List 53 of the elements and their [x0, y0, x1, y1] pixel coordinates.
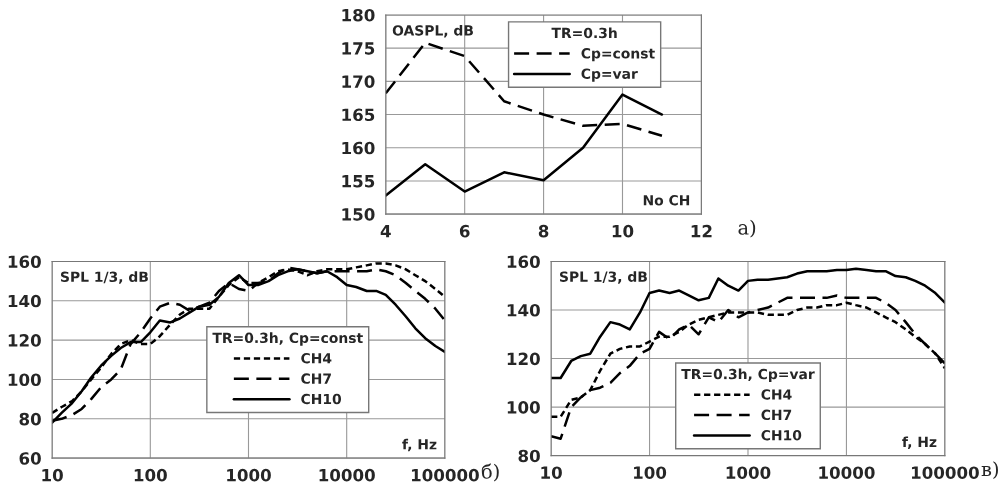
x-tick-label: 10 — [612, 224, 634, 238]
y-tick-label: 120 — [8, 334, 41, 347]
x-tick-label: 1000 — [726, 466, 771, 479]
y-tick-label: 100 — [8, 373, 41, 387]
y-axis-title: SPL 1/3, dB — [559, 271, 647, 284]
y-tick-label: 165 — [342, 108, 375, 122]
x-tick-label: 6 — [459, 224, 470, 238]
y-tick-label: 120 — [507, 352, 540, 366]
text: б) — [481, 463, 499, 482]
y-tick-label: 150 — [342, 208, 375, 221]
x-axis-title: No CH — [643, 194, 690, 206]
x-tick-label: 100000 — [911, 466, 979, 479]
y-tick-label: 155 — [342, 175, 375, 188]
legend-label: Cp=const — [581, 48, 655, 62]
y-tick-label: 80 — [19, 412, 41, 426]
legend-title: TR=0.3h — [551, 27, 617, 39]
legend-label: CH10 — [761, 429, 802, 441]
legend-label: CH7 — [301, 373, 331, 384]
y-tick-label: 160 — [8, 255, 41, 269]
y-tick-label: 100 — [507, 401, 540, 414]
y-tick-label: 80 — [518, 449, 540, 463]
legend-title: TR=0.3h, Cp=const — [212, 332, 363, 346]
text: a) — [738, 219, 756, 238]
x-tick-label: 10 — [541, 466, 562, 479]
y-tick-label: 140 — [8, 294, 41, 308]
y-tick-label: 160 — [507, 255, 540, 269]
x-tick-label: 100 — [634, 466, 667, 479]
text: в) — [981, 461, 998, 480]
y-tick-label: 140 — [507, 303, 540, 317]
y-tick-label: 160 — [342, 141, 375, 155]
legend-title: TR=0.3h, Cp=var — [681, 368, 815, 383]
legend-label: Cp=var — [581, 68, 638, 82]
y-tick-label: 60 — [19, 452, 41, 465]
x-tick-label: 100000 — [411, 468, 479, 482]
y-tick-label: 180 — [342, 8, 375, 22]
legend-label: CH4 — [761, 389, 792, 400]
x-tick-label: 10 — [42, 468, 63, 482]
x-tick-label: 1000 — [227, 468, 271, 482]
x-tick-label: 10000 — [819, 466, 875, 479]
y-axis-title: SPL 1/3, dB — [60, 271, 148, 284]
legend-label: CH10 — [301, 393, 342, 405]
x-tick-label: 4 — [380, 225, 391, 238]
x-axis-title: f, Hz — [402, 438, 437, 452]
x-tick-label: 12 — [691, 224, 712, 238]
x-tick-label: 8 — [538, 224, 549, 238]
y-tick-label: 175 — [342, 42, 375, 55]
y-axis-title: OASPL, dB — [392, 24, 473, 38]
legend-label: CH7 — [761, 409, 792, 421]
y-tick-label: 170 — [342, 75, 375, 88]
legend-label: CH4 — [301, 352, 332, 364]
x-axis-title: f, Hz — [902, 436, 937, 449]
x-tick-label: 10000 — [319, 468, 375, 482]
x-tick-label: 100 — [134, 468, 167, 482]
